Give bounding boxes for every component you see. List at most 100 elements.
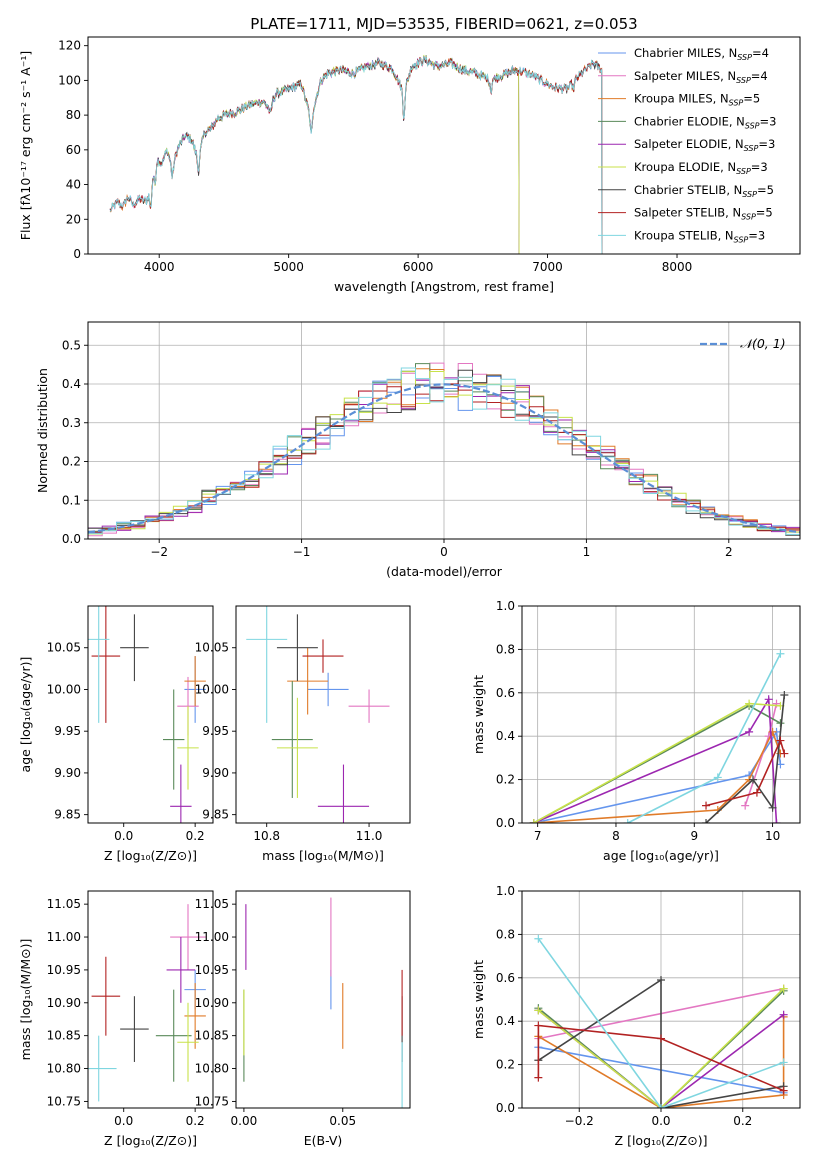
x-tick-label: 1 <box>583 545 591 559</box>
frame-residuals: −2 −1 0 1 2 0.0 0.1 0.2 0.3 0.4 0.5 (data-model)/er… <box>35 321 801 579</box>
spectrum-line <box>109 56 603 254</box>
errorbar-point <box>302 639 344 673</box>
errorbar-point <box>177 1002 199 1082</box>
x-tick-label: 0 <box>440 545 448 559</box>
weight-marker <box>534 1021 543 1030</box>
weight-marker <box>779 1058 788 1067</box>
legend-label: Chabrier MILES, NSSP=4 <box>634 46 769 62</box>
legend-label: Kroupa STELIB, NSSP=3 <box>634 228 765 244</box>
errorbar-point <box>88 1035 117 1102</box>
y-tick-label: 11.00 <box>47 930 81 944</box>
x-tick-label: −1 <box>293 545 311 559</box>
legend-label: 𝒩(0, 1) <box>740 336 786 351</box>
x-tick-label: 10 <box>765 829 780 843</box>
y-tick-label: 10.95 <box>195 963 229 977</box>
x-axis-label: Z [log₁₀(Z/Z⊙)] <box>104 848 197 863</box>
y-tick-label: 0.2 <box>496 773 515 787</box>
figure-title: PLATE=1711, MJD=53535, FIBERID=0621, z=0… <box>250 15 637 33</box>
weight-series <box>529 695 781 823</box>
weight-marker <box>752 788 761 797</box>
weight-marker <box>529 819 538 823</box>
spectrum-line <box>109 56 603 254</box>
y-tick-label: 11.05 <box>195 897 229 911</box>
spectrum-line <box>109 56 603 254</box>
axes-spectrum: 4000 5000 6000 7000 8000 0 20 40 60 80 100 120 wavel… <box>18 36 801 294</box>
weight-series <box>529 727 785 823</box>
y-axis-label: mass [log₁₀(M/M⊙)] <box>18 939 33 1061</box>
errorbar-point <box>120 614 149 682</box>
errorbar-point <box>287 647 329 715</box>
plot-area-weight_vs_age <box>529 649 789 823</box>
y-tick-label: 0.4 <box>496 729 515 743</box>
axes-mass_vs_ebv: 0.00 0.05 10.75 10.80 10.85 10.90 10.95 11.00 11… <box>195 890 411 1148</box>
x-tick-label: 2 <box>725 545 733 559</box>
errorbar-point <box>91 956 121 1036</box>
weight-series <box>534 1021 788 1095</box>
y-tick-label: 1.0 <box>496 599 515 613</box>
x-tick-label: 11.0 <box>356 829 383 843</box>
axes-age_vs_mass: 10.8 11.0 9.85 9.90 9.95 10.00 10.05 mass [log₁… <box>195 605 411 863</box>
axes-mass_vs_Z: 0.0 0.2 10.75 10.80 10.85 10.90 10.95 11.00 11.0… <box>18 890 214 1148</box>
y-tick-label: 0.0 <box>496 816 515 830</box>
weight-marker <box>657 1034 665 1043</box>
weight-series <box>702 690 789 823</box>
weight-marker <box>779 984 788 993</box>
y-tick-label: 11.00 <box>195 930 229 944</box>
y-tick-label: 9.85 <box>202 808 229 822</box>
frame-spectrum: 4000 5000 6000 7000 8000 0 20 40 60 80 100 120 wavel… <box>18 36 801 294</box>
plot-area-residuals <box>88 362 800 537</box>
x-axis-label: E(B-V) <box>304 1133 343 1148</box>
y-tick-label: 10.80 <box>47 1062 81 1076</box>
errorbar-point <box>88 606 110 723</box>
histogram-series <box>88 367 800 535</box>
y-tick-label: 0.2 <box>62 455 81 469</box>
errorbar-point <box>91 606 121 723</box>
weight-line <box>537 988 785 1108</box>
axes-frame <box>235 605 411 824</box>
errorbar-point <box>271 681 313 798</box>
errorbar-point <box>155 989 192 1082</box>
y-tick-label: 10.85 <box>47 1029 81 1043</box>
x-tick-label: 10.8 <box>253 829 280 843</box>
x-tick-label: 0.0 <box>651 1114 670 1128</box>
y-axis-label: Flux [fλ10⁻¹⁷ erg cm⁻² s⁻¹ A⁻¹] <box>18 51 33 240</box>
x-tick-label: 0.2 <box>733 1114 752 1128</box>
axes-frame <box>235 890 411 1109</box>
weight-marker <box>657 1104 665 1108</box>
spectrum-line <box>109 55 603 254</box>
errorbar-point <box>166 937 196 1003</box>
weight-line <box>533 729 782 823</box>
errorbar-point <box>317 764 370 823</box>
legend-label: Chabrier ELODIE, NSSP=3 <box>634 114 776 130</box>
errorbar-point <box>276 614 318 682</box>
weight-marker <box>749 775 758 784</box>
weight-marker <box>779 1086 788 1095</box>
weight-marker <box>702 801 711 810</box>
weight-marker <box>745 727 754 736</box>
x-tick-label: 0.05 <box>329 1114 356 1128</box>
plot-area-age_vs_mass <box>246 606 390 823</box>
plot-area-mass_vs_ebv <box>243 897 403 1108</box>
spectrum-line <box>148 55 520 254</box>
weight-series <box>623 649 785 823</box>
weight-marker <box>534 1006 543 1015</box>
y-tick-label: 0.6 <box>496 686 515 700</box>
plot-area-mass_vs_Z <box>88 904 206 1102</box>
y-axis-label: mass weight <box>471 960 486 1039</box>
y-tick-label: 9.95 <box>202 724 229 738</box>
legend: 𝒩(0, 1) <box>700 336 786 351</box>
errorbar-point <box>177 706 199 790</box>
weight-marker <box>772 819 781 823</box>
y-axis-label: Normed distribution <box>35 368 50 493</box>
weight-marker <box>534 1073 543 1082</box>
weight-marker <box>745 699 754 708</box>
y-tick-label: 0.8 <box>496 642 515 656</box>
axes-frame <box>87 36 801 255</box>
weight-line <box>533 696 778 823</box>
weight-marker <box>741 801 750 810</box>
y-tick-label: 10.00 <box>47 682 81 696</box>
legend-label: Kroupa MILES, NSSP=5 <box>634 92 760 108</box>
x-tick-label: 0.0 <box>114 829 133 843</box>
y-tick-label: 20 <box>66 212 81 226</box>
weight-series <box>702 736 789 810</box>
